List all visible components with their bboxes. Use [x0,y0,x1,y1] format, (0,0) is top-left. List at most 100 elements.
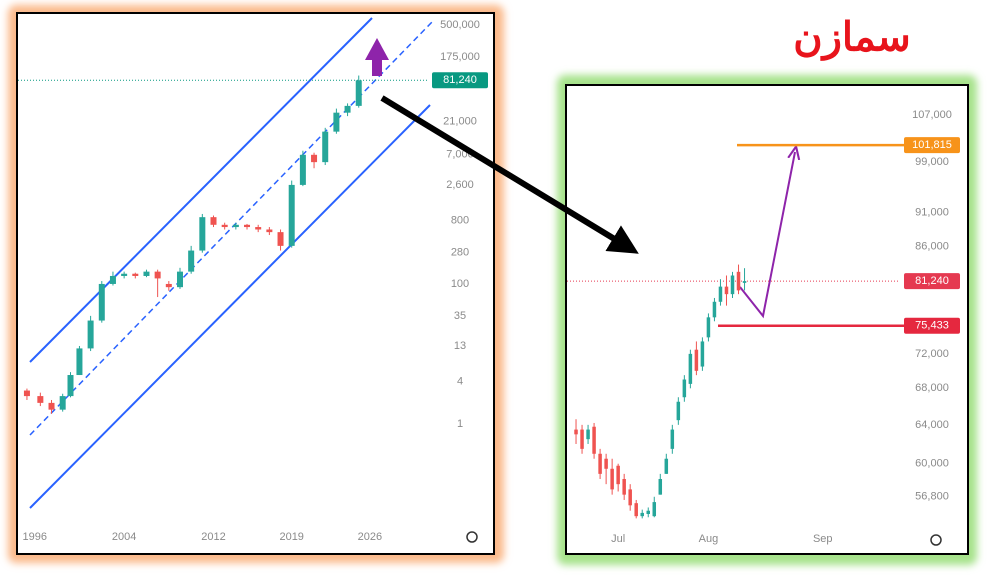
y-tick-label: 56,800 [915,491,949,503]
candle-body [682,379,687,398]
y-tick-label: 60,000 [915,458,949,470]
candle-body [712,301,717,318]
candle-body [736,271,741,291]
candle-body [109,275,116,284]
candle-body [199,217,206,251]
page-title: سمازن [793,16,911,62]
candle-body [598,453,602,474]
candle-body [718,286,723,302]
y-tick-label: 280 [451,247,469,259]
candle-body [574,429,578,435]
candle-body [664,458,669,474]
candle-body [255,227,262,230]
price-label-bg [432,72,488,89]
candle-body [23,390,30,397]
y-tick-label: 13 [454,340,466,352]
price-label: 81,240 [915,275,949,287]
y-tick-label: 72,000 [915,348,949,360]
candle-body [76,348,83,376]
y-tick-label: 4 [457,376,463,388]
candle-body [288,184,295,246]
candle-body [700,341,705,367]
candle-body [640,512,644,517]
candle-body [143,271,150,276]
candle-body [676,401,681,421]
candle-body [221,224,228,228]
candle-body [244,224,251,228]
x-tick-label: Aug [699,533,719,545]
y-tick-label: 500,000 [440,19,480,31]
channel-upper [29,17,373,363]
candle-body [706,317,711,338]
candle-body [604,458,608,469]
candle-body [628,489,632,506]
candle-body [59,396,66,410]
candle-body [188,250,195,272]
channel-lower [29,104,431,509]
price-label: 101,815 [912,139,952,151]
candle-body [87,320,94,349]
candle-body [266,229,273,233]
candle-body [694,349,699,371]
candle-body [724,286,729,295]
y-tick-label: 1 [457,418,463,430]
candle-body [586,429,590,440]
candle-body [121,273,128,276]
x-tick-label: 2026 [358,531,382,543]
candle-body [670,429,675,449]
settings-icon[interactable] [930,534,942,546]
y-tick-label: 2,600 [446,179,474,191]
candle-body [37,396,44,403]
x-tick-label: Jul [611,533,625,545]
x-tick-label: 2019 [279,531,303,543]
price-label-bg [904,137,960,154]
candle-body [592,426,596,454]
x-tick-label: Sep [813,533,833,545]
y-tick-label: 100 [451,278,469,290]
candle-body [580,429,584,449]
y-tick-label: 99,000 [915,156,949,168]
price-label: 81,240 [443,74,477,86]
candle-body [658,478,663,495]
y-tick-label: 21,000 [443,115,477,127]
settings-icon[interactable] [466,531,478,543]
candle-body [730,275,735,295]
candle-body [154,271,161,279]
candle-body [616,465,620,485]
candle-body [688,353,693,384]
channel-mid [29,21,433,436]
candle-body [165,283,172,288]
y-tick-label: 64,000 [915,419,949,431]
candle-body [355,80,362,106]
candle-body [232,224,239,228]
candle-body [652,502,657,517]
connector-arrow [380,95,639,254]
price-label-bg [904,317,960,334]
y-tick-label: 35 [454,310,466,322]
price-label-bg [904,273,960,290]
candle-body [622,478,626,495]
y-tick-label: 175,000 [440,51,480,63]
candle-body [333,112,340,132]
y-tick-label: 800 [451,215,469,227]
candle-body [299,154,306,185]
candle-body [98,283,105,321]
candle-body [132,273,139,276]
up-arrow [365,38,389,76]
x-tick-label: 2012 [201,531,225,543]
y-tick-label: 68,000 [915,382,949,394]
x-tick-label: 2004 [112,531,136,543]
candle-body [634,503,638,517]
projection-arrow [739,152,795,319]
left-panel [16,12,495,555]
x-tick-label: 1996 [23,531,47,543]
right-panel [565,84,969,555]
y-tick-label: 91,000 [915,207,949,219]
price-label: 75,433 [915,320,949,332]
candle-body [277,232,284,246]
y-tick-label: 107,000 [912,109,952,121]
candle-body [176,271,183,288]
y-tick-label: 86,000 [915,241,949,253]
right-chart: 107,000 99,000 91,000 86,000 72,000 68,000 64,… [567,109,960,546]
